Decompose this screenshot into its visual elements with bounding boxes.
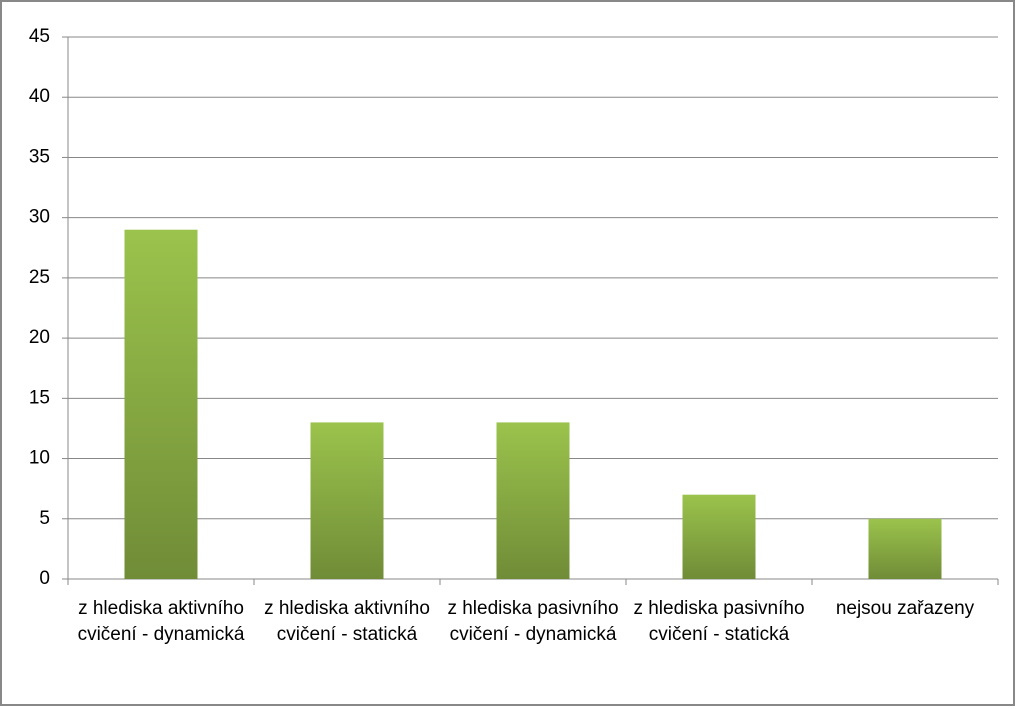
y-tick-label: 10 — [29, 448, 50, 469]
y-tick-label: 40 — [29, 86, 50, 107]
y-tick-label: 5 — [39, 508, 50, 529]
y-tick-label: 20 — [29, 327, 50, 348]
y-tick-label: 35 — [29, 146, 50, 167]
bar — [310, 422, 384, 579]
x-tick-label: z hlediska aktivního cvičení - statická — [264, 598, 430, 645]
y-tick-label: 25 — [29, 267, 50, 288]
bar — [496, 422, 570, 579]
x-tick-label: nejsou zařazeny — [835, 598, 975, 619]
y-tick-label: 15 — [29, 387, 50, 408]
x-tick-label: z hlediska pasivního cvičení - dynamická — [447, 598, 619, 645]
bar — [682, 494, 756, 579]
bar — [868, 518, 942, 579]
x-tick-label: z hlediska pasivního cvičení - statická — [633, 598, 805, 645]
bar — [124, 229, 198, 579]
y-tick-label: 30 — [29, 207, 50, 228]
y-tick-label: 0 — [39, 568, 50, 589]
x-tick-label: z hlediska aktivního cvičení - dynamická — [77, 598, 245, 645]
y-tick-label: 45 — [29, 26, 50, 47]
